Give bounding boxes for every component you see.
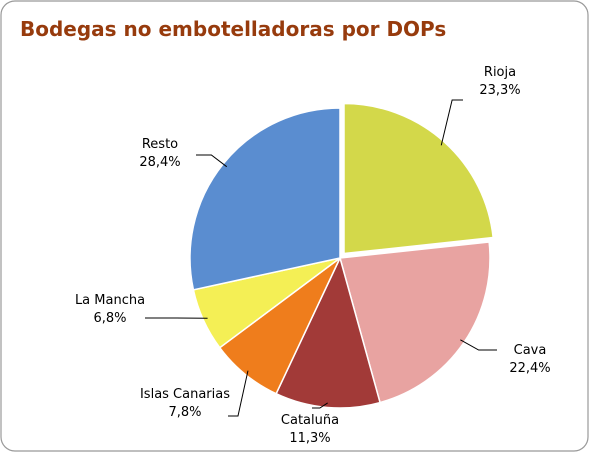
slice-value: 22,4% — [509, 361, 550, 376]
slice-value: 6,8% — [93, 311, 126, 326]
slice-label: Cava — [514, 343, 547, 358]
leader-line — [440, 99, 463, 146]
slice-label: La Mancha — [75, 293, 145, 308]
slice-value: 7,8% — [168, 405, 201, 420]
slice-label: Islas Canarias — [140, 387, 230, 402]
slice-value: 11,3% — [289, 431, 330, 446]
leader-line — [228, 370, 249, 417]
slice-value: 23,3% — [479, 83, 520, 98]
pie-slice — [343, 102, 494, 255]
slice-value: 28,4% — [139, 155, 180, 170]
leader-line — [312, 402, 328, 409]
pie-slice — [275, 255, 381, 409]
leader-line — [196, 154, 228, 168]
slice-label: Resto — [142, 137, 178, 152]
slice-label: Rioja — [484, 65, 516, 80]
slice-label: Cataluña — [281, 413, 339, 428]
chart-title: Bodegas no embotelladoras por DOPs — [20, 17, 446, 41]
leader-line — [460, 339, 497, 351]
